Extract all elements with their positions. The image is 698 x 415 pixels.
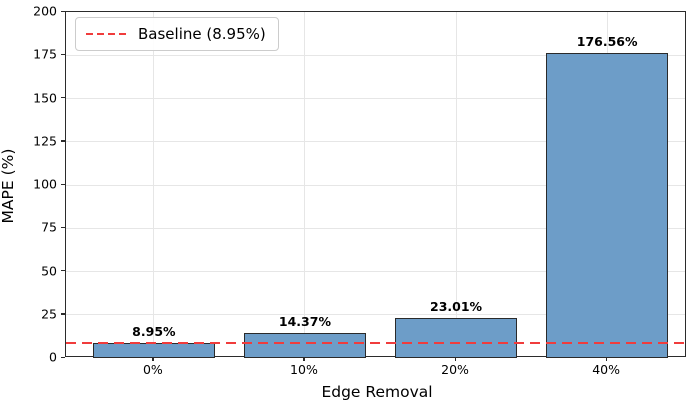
bar-value-label: 8.95%: [132, 323, 176, 339]
y-tick-label: 25: [41, 306, 57, 322]
bar-10%: [243, 333, 366, 358]
baseline-dashed-line: [66, 341, 685, 344]
x-tick-label: 20%: [441, 362, 469, 377]
gridline-horizontal: [66, 314, 685, 316]
gridline-horizontal: [66, 98, 685, 99]
y-tick-mark: [61, 226, 65, 229]
gridline-vertical: [455, 12, 457, 356]
x-tick-mark: [303, 357, 305, 361]
plot-area: 8.95% 14.37% 23.01% 176.56% Baseline (8.95%…: [65, 11, 686, 358]
y-tick-mark: [61, 313, 65, 315]
gridline-vertical: [153, 12, 155, 356]
gridline-horizontal: [66, 141, 685, 143]
x-tick-label: 10%: [290, 362, 318, 377]
x-tick-label: 0%: [142, 362, 163, 377]
gridline-horizontal: [66, 54, 685, 56]
bar-value-label: 14.37%: [278, 314, 331, 330]
x-axis-label: Edge Removal: [321, 383, 433, 401]
y-tick-label: 0: [49, 349, 57, 365]
gridline-horizontal: [66, 227, 685, 229]
baseline-legend-line-swatch: [86, 33, 128, 35]
y-tick-mark: [61, 183, 65, 185]
x-tick-label: 40%: [592, 362, 621, 377]
y-tick-label: 100: [33, 176, 57, 192]
bar-40%: [546, 52, 669, 358]
y-tick-label: 75: [41, 219, 57, 235]
x-tick-mark: [605, 357, 607, 361]
y-tick-label: 175: [33, 46, 57, 62]
y-tick-label: 50: [41, 263, 57, 278]
gridline-vertical: [304, 12, 306, 356]
bar-20%: [395, 318, 518, 358]
legend: Baseline (8.95%): [75, 17, 279, 51]
y-tick-label: 125: [33, 133, 57, 149]
bar-value-label: 23.01%: [430, 299, 483, 315]
y-tick-label: 200: [33, 3, 57, 19]
y-tick-mark: [61, 270, 65, 272]
bar-value-label: 176.56%: [576, 33, 638, 49]
y-tick-label: 150: [33, 90, 57, 105]
y-tick-mark: [61, 140, 65, 142]
y-tick-mark: [61, 10, 65, 12]
y-axis-label: MAPE (%): [0, 148, 17, 224]
gridline-horizontal: [66, 271, 685, 272]
y-tick-mark: [61, 53, 65, 56]
legend-label: Baseline (8.95%): [138, 25, 266, 43]
y-tick-mark: [61, 97, 65, 99]
x-tick-mark: [454, 357, 456, 361]
gridline-horizontal: [66, 184, 685, 186]
bar-0%: [92, 342, 215, 358]
y-tick-mark: [61, 356, 65, 358]
x-tick-mark: [152, 357, 154, 361]
